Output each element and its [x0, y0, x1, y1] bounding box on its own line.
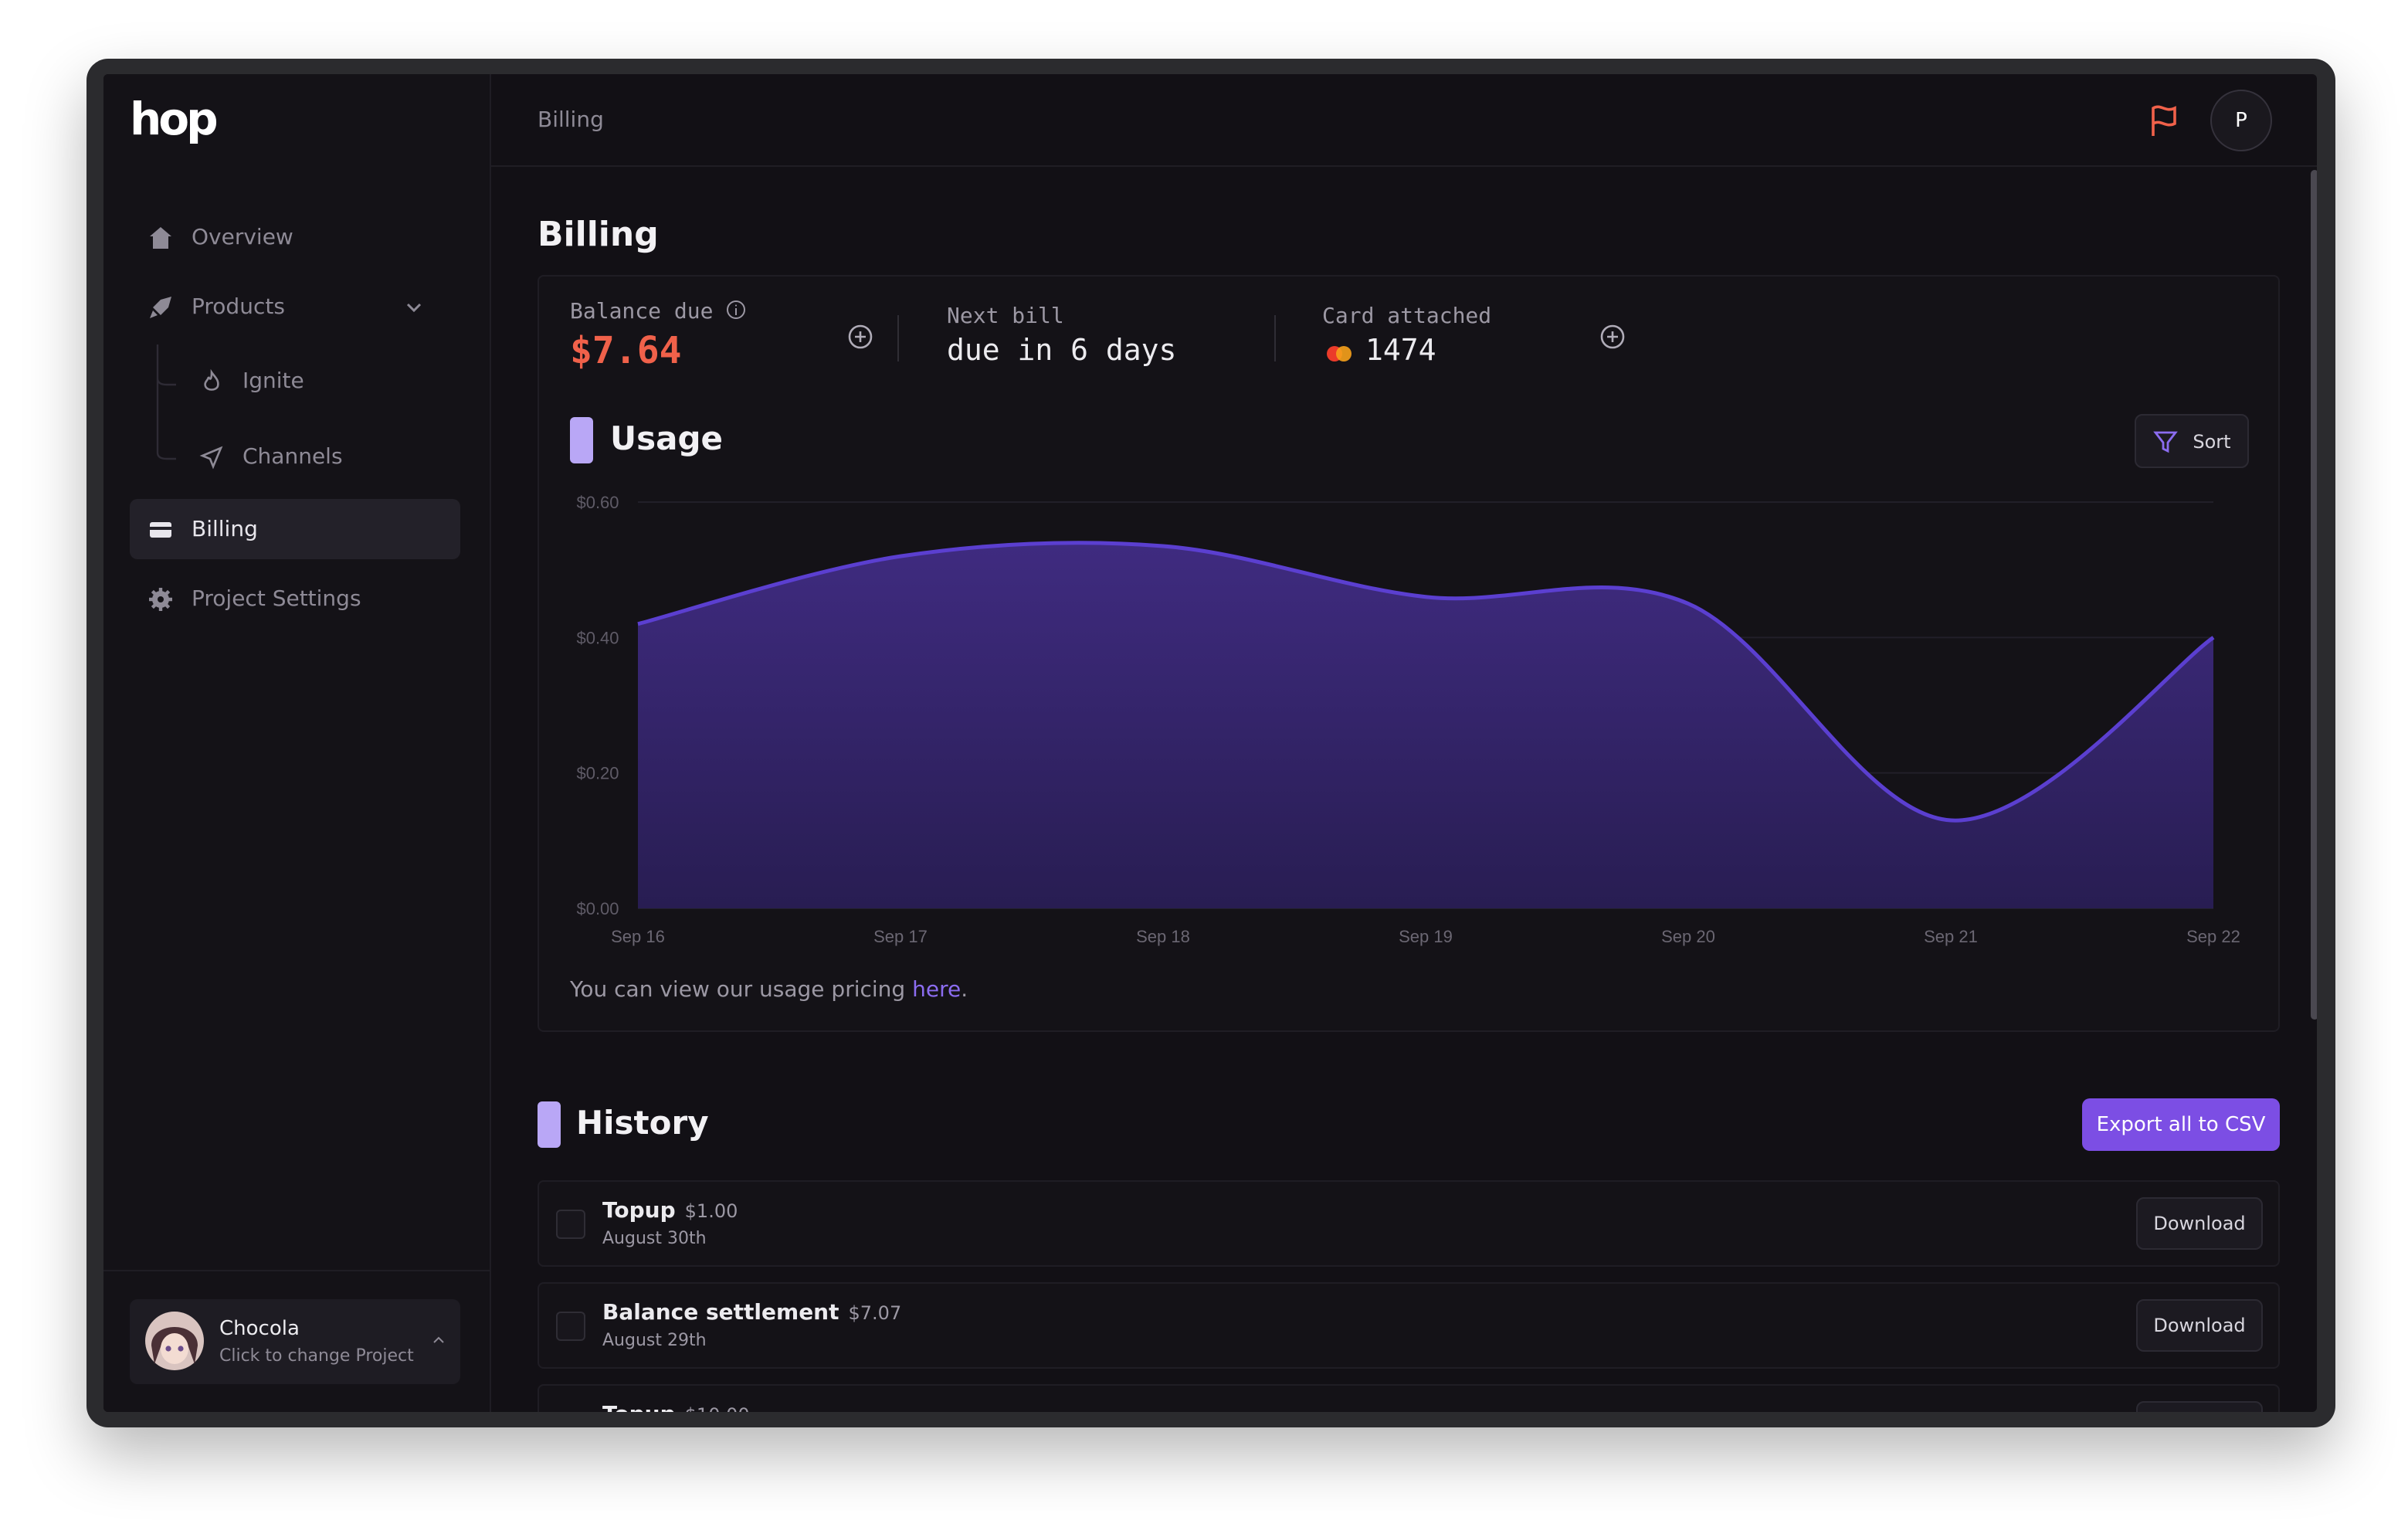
history-row: Topup $1.00 August 30th Download: [538, 1180, 2280, 1267]
scrollbar[interactable]: [2311, 170, 2317, 1020]
area: [638, 542, 2213, 908]
nav-settings[interactable]: Project Settings: [130, 568, 460, 629]
row-title: Topup $10.00: [602, 1403, 750, 1412]
breadcrumb[interactable]: Billing: [538, 108, 604, 133]
section-marker: [570, 417, 593, 463]
filter-icon: [2152, 430, 2178, 453]
row-type: Balance settlement: [602, 1301, 839, 1325]
nav-label: Overview: [192, 225, 293, 249]
icon: [149, 587, 172, 610]
section-title: History: [576, 1105, 709, 1142]
x-tick-label: Sep 17: [873, 927, 928, 946]
project-hint: Click to change Project: [219, 1346, 414, 1366]
export-button[interactable]: Export all to CSV: [2082, 1098, 2280, 1151]
line: [637, 541, 2215, 823]
info-icon[interactable]: [726, 300, 746, 320]
download-button[interactable]: Download: [2136, 1197, 2263, 1250]
usage-chart: $0.00 $0.20 $0.40 $0.60 Sep 16 Sep 17 Sep 18 Se…: [576, 493, 2240, 946]
card-brand-icon: [1327, 346, 1352, 361]
flag-icon[interactable]: [2147, 104, 2181, 137]
pricing-text: You can view our usage pricing: [570, 978, 913, 1003]
divider: [1274, 315, 1276, 361]
icon: [150, 226, 171, 248]
nav-label: Project Settings: [192, 586, 361, 611]
row-date: August 29th: [602, 1330, 707, 1350]
user-avatar[interactable]: P: [2210, 90, 2272, 151]
sort-label: Sort: [2193, 430, 2231, 452]
x-tick-label: Sep 19: [1399, 927, 1453, 946]
add-icon[interactable]: [1600, 324, 1625, 349]
divider: [103, 1270, 490, 1271]
stat-label: Next bill: [947, 304, 1064, 329]
x-tick-label: Sep 16: [611, 927, 665, 946]
y-tick-label: $0.60: [576, 493, 619, 512]
icon: [204, 368, 219, 390]
topbar: Billing P: [491, 74, 2317, 167]
stat-value: due in 6 days: [947, 334, 1177, 368]
nav-ignite[interactable]: Ignite: [181, 351, 459, 411]
x-tick-label: Sep 18: [1136, 927, 1190, 946]
project-name: Chocola: [219, 1318, 300, 1341]
pricing-note: You can view our usage pricing here.: [570, 978, 968, 1003]
row-title: Balance settlement $7.07: [602, 1301, 901, 1325]
nav-billing[interactable]: Billing: [130, 499, 460, 559]
stat-value: $7.64: [570, 329, 682, 372]
row-checkbox[interactable]: [556, 1312, 585, 1341]
section-title: Usage: [610, 420, 723, 457]
row-date: August 30th: [602, 1228, 707, 1248]
row-type: Topup: [602, 1199, 676, 1223]
history-row: Balance settlement $7.07 August 29th Downlo…: [538, 1282, 2280, 1369]
y-tick-label: $0.00: [576, 899, 619, 918]
tree-line: [156, 344, 176, 460]
divider: [897, 315, 899, 361]
nav-label: Channels: [242, 444, 343, 469]
row-amount: $1.00: [684, 1200, 738, 1222]
y-tick-label: $0.40: [576, 628, 619, 647]
icon: [150, 296, 171, 317]
nav-products[interactable]: Products: [130, 277, 460, 337]
row-amount: $10.00: [685, 1404, 750, 1412]
x-tick-label: Sep 21: [1924, 927, 1978, 946]
nav-label: Products: [192, 294, 285, 319]
row-title: Topup $1.00: [602, 1199, 738, 1223]
nav-overview[interactable]: Overview: [130, 207, 460, 267]
row-amount: $7.07: [848, 1302, 902, 1324]
download-button[interactable]: Download: [2136, 1401, 2263, 1412]
icon: [150, 521, 171, 537]
page-title: Billing: [538, 216, 659, 255]
row-type: Topup: [602, 1403, 676, 1412]
row-checkbox[interactable]: [556, 1210, 585, 1239]
logo[interactable]: hop: [130, 93, 219, 145]
y-tick-label: $0.20: [576, 764, 619, 783]
pricing-end: .: [961, 978, 968, 1003]
project-switcher[interactable]: Chocola Click to change Project: [130, 1299, 460, 1384]
chevron: [433, 1336, 444, 1343]
stat-value: 1474: [1365, 334, 1436, 368]
icon: [199, 445, 223, 469]
x-tick-label: Sep 20: [1661, 927, 1715, 946]
screen: hop Overview Products Ignite Channels Bi…: [103, 74, 2317, 1412]
sidebar: hop Overview Products Ignite Channels Bi…: [103, 74, 491, 1412]
stat-label: Balance due: [570, 300, 746, 324]
stat-label: Card attached: [1322, 304, 1492, 329]
sort-button[interactable]: Sort: [2135, 414, 2249, 468]
chevron: [406, 303, 422, 313]
section-marker: [538, 1101, 561, 1148]
nav-label: Ignite: [242, 368, 304, 393]
nav-label: Billing: [192, 517, 258, 541]
project-avatar: [145, 1312, 204, 1370]
pricing-link[interactable]: here: [912, 978, 962, 1003]
device-frame: hop Overview Products Ignite Channels Bi…: [86, 59, 2335, 1427]
x-tick-label: Sep 22: [2186, 927, 2240, 946]
add-icon[interactable]: [848, 324, 873, 349]
download-button[interactable]: Download: [2136, 1299, 2263, 1352]
nav-channels[interactable]: Channels: [181, 426, 459, 487]
stat-label-text: Balance due: [570, 300, 714, 324]
